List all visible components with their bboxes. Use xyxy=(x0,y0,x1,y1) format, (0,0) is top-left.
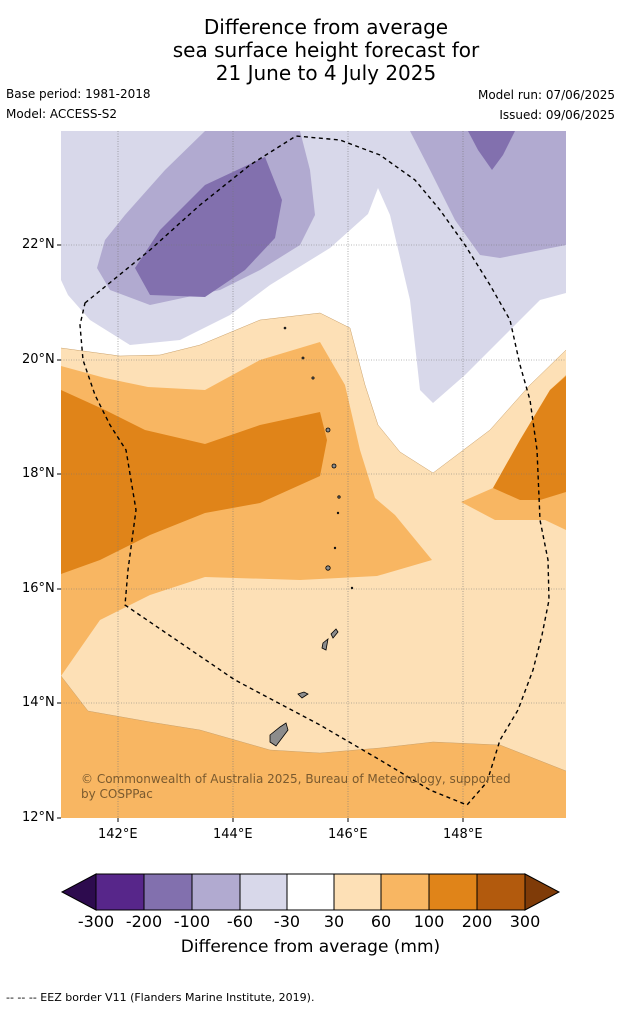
colorbar-title: Difference from average (mm) xyxy=(180,937,441,957)
colorbar-label: 60 xyxy=(370,912,392,931)
title-line-1: Difference from average xyxy=(203,15,449,39)
eez-border xyxy=(79,135,550,806)
colorbar-swatch-7 xyxy=(380,873,430,911)
lat-label-22n: 22°N xyxy=(22,237,55,252)
lon-label-142e: 142°E xyxy=(98,827,138,842)
colorbar-label: -300 xyxy=(77,912,115,931)
lon-label-146e: 146°E xyxy=(328,827,368,842)
land-islands xyxy=(269,326,354,747)
colorbar-label: 200 xyxy=(461,912,493,931)
colorbar-label: -30 xyxy=(273,912,301,931)
lat-label-18n: 18°N xyxy=(22,466,55,481)
colorbar-swatch-3 xyxy=(191,873,241,911)
colorbar-label: -60 xyxy=(226,912,254,931)
graticule xyxy=(61,131,566,818)
colorbar-swatch-1 xyxy=(95,873,145,911)
contour-band-plus-100 xyxy=(61,390,327,574)
colorbar-swatch-8 xyxy=(428,873,478,911)
contour-band-minus-100 xyxy=(135,157,282,297)
colorbar-label: -100 xyxy=(173,912,211,931)
map-title: Difference from average sea surface heig… xyxy=(0,16,621,85)
lat-label-16n: 16°N xyxy=(22,581,55,596)
colorbar xyxy=(60,873,561,911)
colorbar-label: -200 xyxy=(125,912,163,931)
lat-label-14n: 14°N xyxy=(22,695,55,710)
colorbar-swatch-4 xyxy=(239,873,288,911)
title-line-3: 21 June to 4 July 2025 xyxy=(215,61,437,85)
lon-label-148e: 148°E xyxy=(443,827,483,842)
colorbar-label: 300 xyxy=(509,912,541,931)
title-line-2: sea surface height forecast for xyxy=(172,38,480,62)
contour-field xyxy=(61,131,566,818)
lat-label-20n: 20°N xyxy=(22,352,55,367)
colorbar-swatch-6 xyxy=(333,873,382,911)
contour-band-plus-100-e xyxy=(493,376,566,500)
lon-label-144e: 144°E xyxy=(213,827,253,842)
colorbar-label: 30 xyxy=(323,912,345,931)
colorbar-swatch-5 xyxy=(286,873,335,911)
base-period: Base period: 1981-2018 xyxy=(6,87,151,101)
issued-date: Issued: 09/06/2025 xyxy=(499,108,615,122)
axis-ticks xyxy=(57,244,464,822)
colorbar-extend-low xyxy=(60,873,97,911)
colorbar-swatch-2 xyxy=(143,873,193,911)
model-run: Model run: 07/06/2025 xyxy=(477,88,615,102)
colorbar-label: 100 xyxy=(413,912,445,931)
colorbar-extend-high xyxy=(524,873,561,911)
contour-band-plus-60 xyxy=(61,342,432,676)
lat-label-12n: 12°N xyxy=(22,810,55,825)
colorbar-swatch-9 xyxy=(476,873,526,911)
eez-legend-note: -- -- -- EEZ border V11 (Flanders Marine… xyxy=(6,991,315,1004)
copyright-notice: © Commonwealth of Australia 2025, Bureau… xyxy=(81,772,511,801)
model-name: Model: ACCESS-S2 xyxy=(6,107,118,121)
contour-band-minus-100-ne xyxy=(468,131,515,170)
contour-band-plus-60-south xyxy=(61,676,566,818)
contour-band-minus-60-ne xyxy=(410,131,566,258)
